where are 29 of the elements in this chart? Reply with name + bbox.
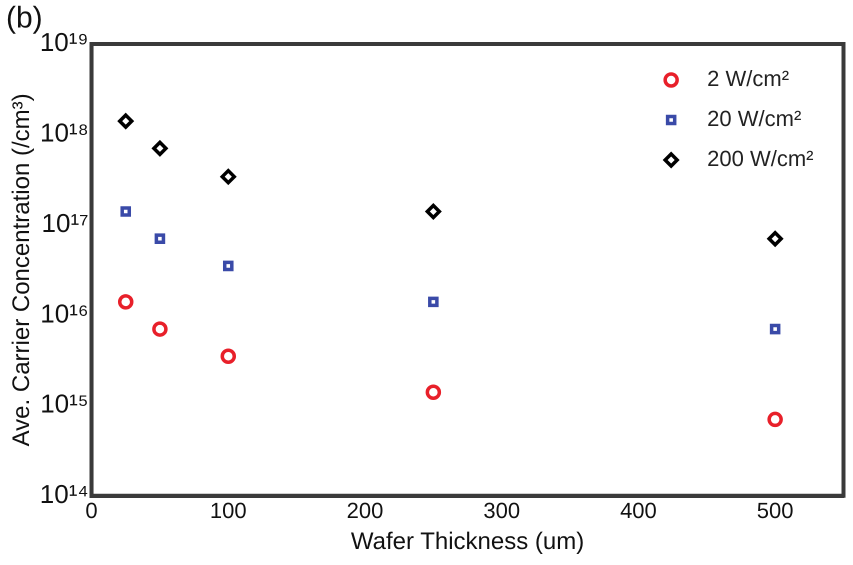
y-axis-title: Ave. Carrier Concentration (/cm³) (8, 93, 36, 446)
x-axis-title: Wafer Thickness (um) (350, 528, 584, 556)
point (770, 324, 780, 334)
point (767, 230, 783, 246)
x-tick-label: 200 (346, 498, 384, 524)
x-tick-label: 500 (756, 498, 794, 524)
legend-label: 200 W/cm² (707, 146, 814, 172)
point (220, 168, 236, 184)
y-tick-label: 10¹⁸ (40, 118, 89, 148)
y-tick-label: 10¹⁵ (40, 388, 89, 419)
point (767, 412, 783, 428)
point (152, 321, 168, 337)
point (152, 140, 168, 156)
y-tick-label: 10¹⁶ (40, 298, 89, 328)
point (222, 260, 234, 272)
point (118, 294, 134, 310)
point (426, 204, 442, 220)
point (428, 296, 439, 308)
y-tick-label: 10¹⁷ (42, 208, 89, 238)
point (154, 233, 166, 244)
x-tick-label: 300 (483, 498, 520, 524)
x-tick-label: 100 (210, 498, 247, 524)
x-tick-label: 400 (620, 498, 657, 524)
legend-label: 20 W/cm² (707, 106, 802, 132)
point (426, 384, 442, 400)
point (220, 348, 236, 364)
legend-label: 2 W/cm² (707, 66, 790, 92)
point (120, 206, 132, 217)
point (118, 113, 134, 129)
